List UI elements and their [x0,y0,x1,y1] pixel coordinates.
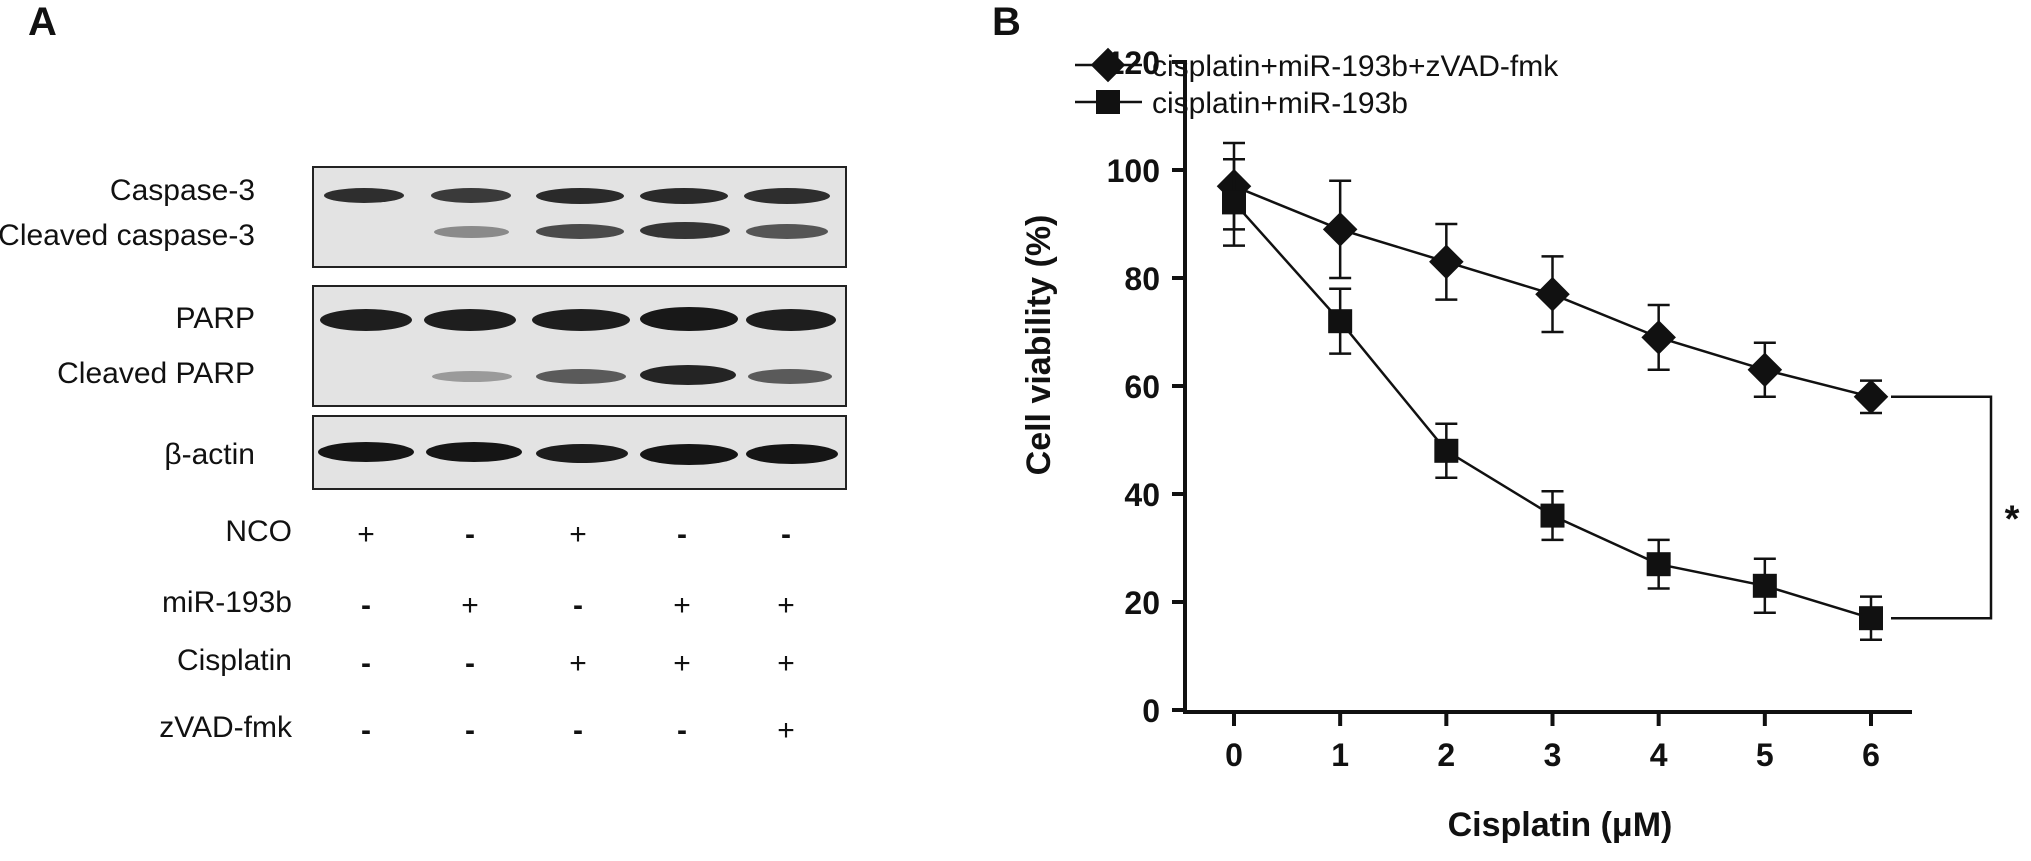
sign-mir-193b-lane-4: + [673,589,691,622]
point-zvad-2 [1429,244,1464,280]
caspase-3-label: Caspase-3 [109,174,255,207]
sign-zvad-fmk-lane-4: - [677,714,687,747]
sign-cisplatin-lane-2: - [465,647,475,680]
sign-mir-193b-lane-3: - [573,589,583,622]
point-mir193b-0 [1222,190,1246,215]
sign-nco-lane-3: + [569,518,587,551]
point-mir193b-2 [1434,438,1459,463]
sign-zvad-fmk-lane-5: + [777,714,795,747]
panel-a: A Caspase-3 Cleaved caspase-3 PARP Cleav… [0,0,900,861]
series-mir193b [1222,157,1883,642]
x-tick-label-1: 1 [1331,737,1349,773]
point-zvad-4 [1641,320,1676,355]
chart-legend: cisplatin+miR-193b+zVAD-fmk cisplatin+miR… [1075,47,1559,120]
y-tick-label-60: 60 [1124,369,1160,405]
point-zvad-5 [1747,352,1783,388]
condition-cisplatin-label: Cisplatin [176,644,292,677]
legend-label-mir193b: cisplatin+miR-193b [1152,87,1408,120]
y-tick-label-80: 80 [1124,261,1160,297]
panel-a-letter: A [28,0,57,44]
x-tick-label-5: 5 [1756,737,1774,773]
point-mir193b-4 [1646,552,1671,577]
caspase-3-blot [312,166,847,268]
point-mir193b-5 [1752,573,1777,598]
significance-star: * [2005,499,2020,541]
y-axis-label: Cell viability (%) [1020,215,1058,476]
x-tick-label-2: 2 [1437,737,1455,773]
significance-bracket: * [1891,395,2020,620]
y-tick-label-0: 0 [1142,693,1160,729]
sign-zvad-fmk-lane-1: - [361,714,371,747]
y-tick-label-100: 100 [1107,153,1160,189]
cleaved-caspase-3-label: Cleaved caspase-3 [0,219,255,252]
condition-zvad-fmk-label: zVAD-fmk [159,711,292,744]
legend-marker-zvad [1090,47,1126,83]
beta-actin-blot [312,415,847,490]
point-zvad-3 [1535,276,1570,312]
sign-mir-193b-lane-5: + [777,589,795,622]
point-zvad-1 [1322,212,1358,247]
sign-zvad-fmk-lane-3: - [573,714,583,747]
significance-bracket-line [1891,395,1993,620]
series-zvad [1216,141,1889,415]
y-tick-label-20: 20 [1124,585,1160,621]
condition-mir-193b-label: miR-193b [161,586,292,619]
sign-cisplatin-lane-3: + [569,647,587,680]
sign-nco-lane-2: - [465,518,475,551]
y-tick-label-40: 40 [1124,477,1160,513]
sign-mir-193b-lane-2: + [461,589,479,622]
beta-actin-label: β-actin [164,438,255,471]
sign-nco-lane-4: - [677,518,687,551]
parp-blot [312,285,847,407]
legend-label-zvad: cisplatin+miR-193b+zVAD-fmk [1152,50,1559,83]
sign-cisplatin-lane-1: - [361,647,371,680]
legend-marker-mir193b [1096,90,1120,114]
sign-nco-lane-1: + [357,518,375,551]
chart-series [1216,141,1889,642]
point-mir193b-3 [1540,503,1565,528]
point-zvad-6 [1853,379,1889,415]
sign-cisplatin-lane-5: + [777,647,795,680]
x-axis-label: Cisplatin (μM) [1448,806,1673,844]
cleaved-parp-label: Cleaved PARP [57,357,255,390]
sign-cisplatin-lane-4: + [673,647,691,680]
panel-b-letter: B [992,0,1021,44]
x-tick-label-3: 3 [1544,737,1562,773]
x-tick-label-4: 4 [1650,737,1668,773]
condition-nco-label: NCO [225,515,292,548]
x-tick-label-6: 6 [1862,737,1880,773]
point-mir193b-6 [1859,606,1883,631]
x-tick-label-0: 0 [1225,737,1243,773]
point-mir193b-1 [1328,309,1353,334]
sign-mir-193b-lane-1: - [361,589,371,622]
sign-nco-lane-5: - [781,518,791,551]
parp-label: PARP [175,302,255,335]
sign-zvad-fmk-lane-2: - [465,714,475,747]
